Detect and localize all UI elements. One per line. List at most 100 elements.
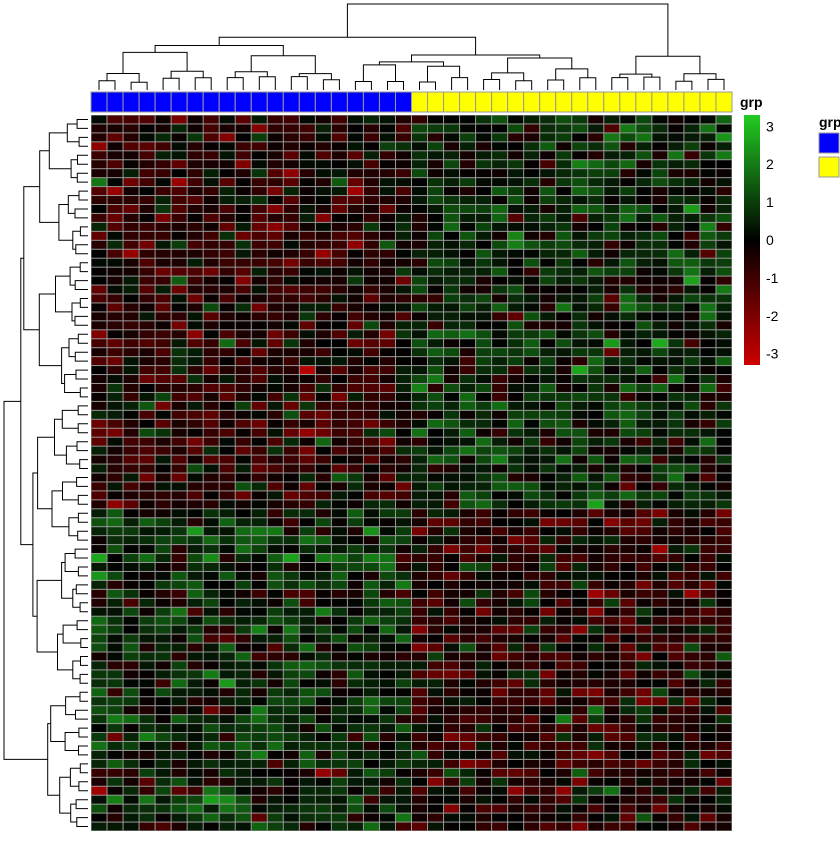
heatmap-cell [219,222,235,231]
heatmap-cell [123,419,139,428]
heatmap-cell [428,652,444,661]
heatmap-cell [556,231,572,240]
heatmap-cell [492,160,508,169]
heatmap-cell [155,580,171,589]
heatmap-cell [363,580,379,589]
row-dendrogram-branch [76,119,88,129]
heatmap-cell [155,473,171,482]
heatmap-cell [123,384,139,392]
heatmap-cell [620,276,636,285]
heatmap-cell [508,196,524,204]
heatmap-cell [315,679,331,688]
heatmap-cell [620,759,636,768]
heatmap-cell [219,473,235,482]
heatmap-cell [395,786,411,795]
heatmap-cell [428,536,444,545]
heatmap-cell [444,375,460,383]
heatmap-cell [428,607,444,616]
heatmap-cell [187,401,203,410]
heatmap-cell [716,786,732,795]
heatmap-cell [572,679,588,688]
heatmap-cell [363,571,379,580]
heatmap-cell [556,643,572,652]
heatmap-cell [572,634,588,643]
heatmap-cell [363,482,379,491]
heatmap-cell [636,500,652,509]
column-dendrogram-branch [547,79,565,90]
heatmap-cell [91,688,107,697]
heatmap-cell [283,276,299,285]
row-dendrogram-branch [54,418,67,456]
heatmap-cell [395,267,411,276]
heatmap-cell [508,384,524,392]
heatmap-cell [604,419,620,428]
heatmap-cell [460,240,476,249]
heatmap-cell [604,428,620,437]
heatmap-cell [379,428,395,437]
heatmap-cell [540,643,556,652]
heatmap-cell [412,473,428,482]
heatmap-cell [588,706,604,715]
heatmap-cell [187,625,203,634]
heatmap-cell [460,554,476,562]
heatmap-cell [572,688,588,697]
heatmap-cell [219,670,235,679]
heatmap-cell [652,571,668,580]
heatmap-cell [219,357,235,366]
heatmap-cell [684,563,700,571]
heatmap-cell [700,652,716,661]
heatmap-cell [572,482,588,491]
heatmap-cell [219,563,235,571]
heatmap-cell [620,133,636,142]
heatmap-cell [412,670,428,679]
heatmap-cell [412,697,428,706]
heatmap-cell [139,160,155,169]
heatmap-cell [91,267,107,276]
heatmap-cell [379,607,395,616]
heatmap-cell [107,142,123,151]
heatmap-cell [556,267,572,276]
heatmap-cell [652,652,668,661]
heatmap-cell [588,133,604,142]
heatmap-cell [636,813,652,822]
heatmap-cell [684,401,700,410]
heatmap-cell [524,446,540,455]
heatmap-cell [267,464,283,473]
heatmap-cell [315,482,331,491]
heatmap-cell [620,285,636,294]
heatmap-cell [540,205,556,213]
heatmap-cell [395,813,411,822]
annotation-cell [282,91,300,113]
heatmap-cell [588,589,604,598]
heatmap-cell [139,822,155,831]
heatmap-cell [379,509,395,518]
heatmap-cell [187,330,203,339]
heatmap-cell [155,222,171,231]
heatmap-cell [700,312,716,321]
heatmap-cell [684,777,700,786]
color-scale-gradient [744,115,760,365]
heatmap-cell [700,231,716,240]
heatmap-cell [700,401,716,410]
heatmap-cell [588,222,604,231]
heatmap-cell [91,285,107,294]
heatmap-cell [251,222,267,231]
heatmap-cell [620,446,636,455]
heatmap-cell [668,213,684,222]
heatmap-cell [283,285,299,294]
heatmap-cell [363,258,379,267]
heatmap-cell [267,428,283,437]
heatmap-cell [620,750,636,759]
heatmap-cell [588,777,604,786]
heatmap-cell [412,222,428,231]
heatmap-cell [107,652,123,661]
heatmap-cell [524,276,540,285]
heatmap-cell [556,285,572,294]
heatmap-cell [155,348,171,357]
heatmap-cell [299,249,315,258]
heatmap-cell [620,428,636,437]
column-dendrogram-branch [346,3,669,57]
heatmap-cell [412,151,428,160]
heatmap-cell [588,321,604,330]
heatmap-cell [347,589,363,598]
